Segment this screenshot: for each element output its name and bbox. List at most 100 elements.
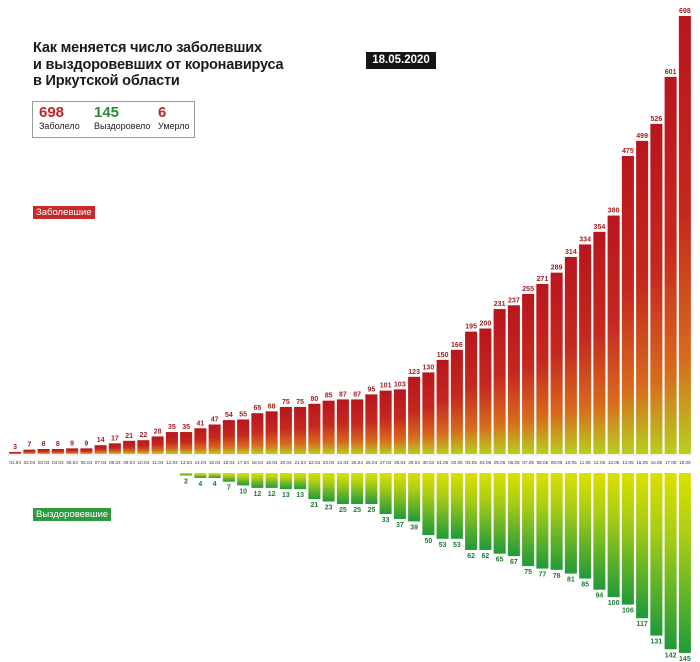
recovered-bar-03.05 <box>465 473 478 550</box>
recovered-bar-05.05 <box>493 473 506 554</box>
infected-bar-21.04 <box>294 406 307 454</box>
infected-bar-18.04 <box>251 413 264 454</box>
recovered-bar-17.05 <box>664 473 677 650</box>
infected-value-label: 28 <box>154 428 162 435</box>
chart-title: Как меняется число заболевших и выздоров… <box>33 40 293 90</box>
recovered-bar-23.04 <box>322 473 335 502</box>
date-label: 07.04 <box>95 460 107 465</box>
recovered-value-label: 62 <box>481 553 489 560</box>
infected-value-label: 289 <box>551 265 563 272</box>
infected-bar-08.04 <box>108 443 121 454</box>
date-label: 25.04 <box>351 460 363 465</box>
infected-bar-13.05 <box>607 215 620 454</box>
recovered-value-label: 131 <box>651 639 663 646</box>
recovered-bar-13.05 <box>607 473 620 598</box>
recovered-value-label: 53 <box>453 542 461 549</box>
infected-bar-11.04 <box>151 436 164 454</box>
date-label: 01.05 <box>437 460 449 465</box>
recovered-value-label: 23 <box>325 505 333 512</box>
date-label: 12.04 <box>166 460 178 465</box>
recovered-value-label: 13 <box>296 492 304 499</box>
infected-bar-04.04 <box>51 448 64 454</box>
title-line-3: в Иркутской области <box>33 73 180 89</box>
date-label: 06.04 <box>81 460 93 465</box>
infected-bar-23.04 <box>322 400 335 454</box>
infected-value-label: 354 <box>594 224 606 231</box>
recovered-bar-13.04 <box>180 473 193 476</box>
recovered-bar-04.05 <box>479 473 492 550</box>
recovered-value-label: 12 <box>253 491 261 498</box>
recovered-value-label: 12 <box>268 491 276 498</box>
infected-value-label: 47 <box>211 417 219 424</box>
infected-bar-03.05 <box>465 331 478 454</box>
infected-bar-11.05 <box>579 244 592 454</box>
infected-bar-17.04 <box>237 419 250 454</box>
stats-box: 698 Заболело 145 Выздоровело 6 Умерло <box>32 101 195 138</box>
recovered-value-label: 145 <box>679 656 691 662</box>
date-label: 13.04 <box>180 460 192 465</box>
date-label: 05.05 <box>494 460 506 465</box>
infected-value-label: 499 <box>636 133 648 140</box>
infected-bar-05.05 <box>493 309 506 454</box>
infected-value-label: 8 <box>42 441 46 448</box>
date-label: 19.04 <box>266 460 278 465</box>
infected-value-label: 21 <box>125 433 133 440</box>
stat-deaths: 6 Умерло <box>158 104 190 132</box>
date-label: 23.04 <box>323 460 335 465</box>
recovered-value-label: 67 <box>510 559 518 566</box>
stat-infected: 698 Заболело <box>39 104 80 132</box>
infected-value-label: 231 <box>494 301 506 308</box>
recovered-bar-14.05 <box>621 473 634 605</box>
date-label: 01.04 <box>9 460 21 465</box>
infected-bar-27.04 <box>379 390 392 454</box>
date-label: 16.04 <box>223 460 235 465</box>
infected-value-label: 8 <box>56 441 60 448</box>
date-label: 09.05 <box>551 460 563 465</box>
recovered-value-label: 142 <box>665 652 677 659</box>
date-label: 02.05 <box>451 460 463 465</box>
stat-deaths-label: Умерло <box>158 121 190 131</box>
recovered-bar-08.05 <box>536 473 549 569</box>
infected-bar-30.04 <box>422 372 435 454</box>
recovered-value-label: 4 <box>213 481 217 488</box>
recovered-bar-06.05 <box>507 473 520 557</box>
infected-bar-14.05 <box>621 155 634 455</box>
recovered-bar-15.05 <box>636 473 649 619</box>
infected-bar-06.05 <box>507 305 520 454</box>
infected-value-label: 526 <box>651 116 663 123</box>
infected-value-label: 80 <box>310 396 318 403</box>
recovered-bar-16.04 <box>222 473 235 482</box>
recovered-value-label: 117 <box>636 621 647 628</box>
recovered-bar-26.04 <box>365 473 378 505</box>
stat-recovered: 145 Выздоровело <box>94 104 150 132</box>
date-label: 28.04 <box>394 460 406 465</box>
recovered-bar-10.05 <box>564 473 577 574</box>
recovered-value-label: 4 <box>198 481 202 488</box>
recovered-bar-22.04 <box>308 473 321 500</box>
recovered-bar-16.05 <box>650 473 663 636</box>
date-label: 08.05 <box>537 460 549 465</box>
infected-value-label: 9 <box>70 440 74 447</box>
date-label: 18.04 <box>252 460 264 465</box>
infected-bar-08.05 <box>536 283 549 454</box>
recovered-value-label: 10 <box>239 488 247 495</box>
date-label: 11.05 <box>580 460 592 465</box>
recovered-bar-24.04 <box>336 473 349 505</box>
infected-value-label: 130 <box>423 364 435 371</box>
recovered-value-label: 77 <box>538 572 546 579</box>
recovered-bar-27.04 <box>379 473 392 514</box>
date-badge: 18.05.2020 <box>366 52 436 69</box>
date-label: 04.04 <box>52 460 64 465</box>
recovered-value-label: 25 <box>367 507 375 514</box>
recovered-value-label: 65 <box>496 557 504 564</box>
date-label: 16.05 <box>651 460 663 465</box>
infected-value-label: 237 <box>508 297 520 304</box>
infected-value-label: 166 <box>451 342 463 349</box>
infected-value-label: 150 <box>437 352 449 359</box>
recovered-bar-28.04 <box>393 473 406 519</box>
infected-value-label: 85 <box>325 393 333 400</box>
date-label: 10.04 <box>138 460 150 465</box>
recovered-bar-01.05 <box>436 473 449 539</box>
infected-value-label: 380 <box>608 208 620 215</box>
infected-value-label: 195 <box>465 324 477 331</box>
